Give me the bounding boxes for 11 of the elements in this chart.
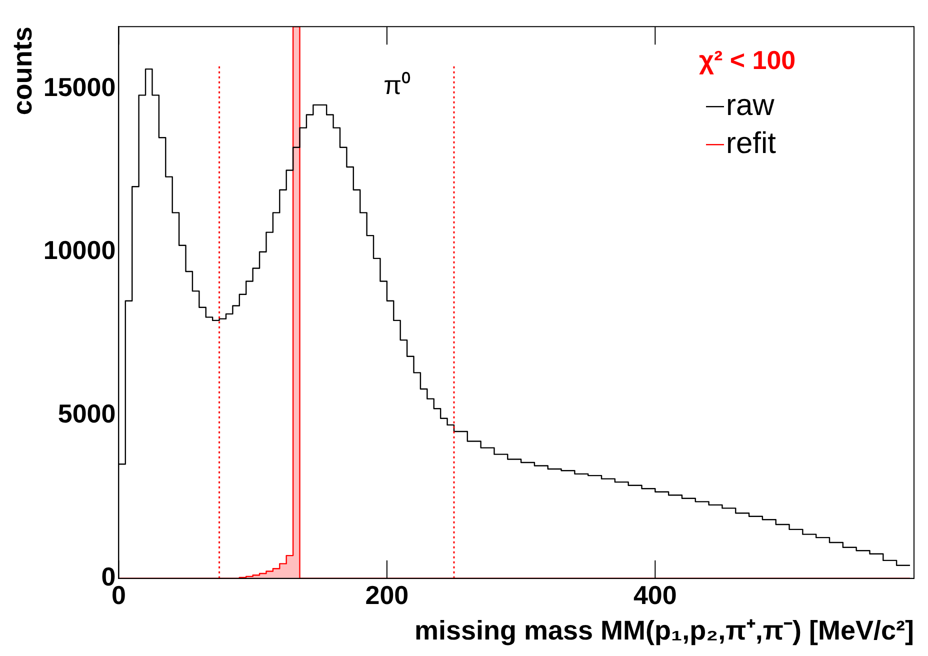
legend-label: refit <box>726 126 777 160</box>
x-tick-label: 400 <box>633 580 677 610</box>
x-tick-label: 200 <box>365 580 409 610</box>
y-tick-label: 15000 <box>43 72 116 102</box>
annotation: π⁰ <box>384 70 411 100</box>
y-tick-label: 5000 <box>58 398 116 428</box>
legend-label: raw <box>726 88 775 122</box>
y-axis-title: counts <box>8 26 38 116</box>
x-axis-title: missing mass MM(p₁,p₂,π⁺,π⁻) [MeV/c²] <box>414 615 914 646</box>
legend-title: χ² < 100 <box>699 44 796 75</box>
y-tick-label: 10000 <box>43 235 116 266</box>
